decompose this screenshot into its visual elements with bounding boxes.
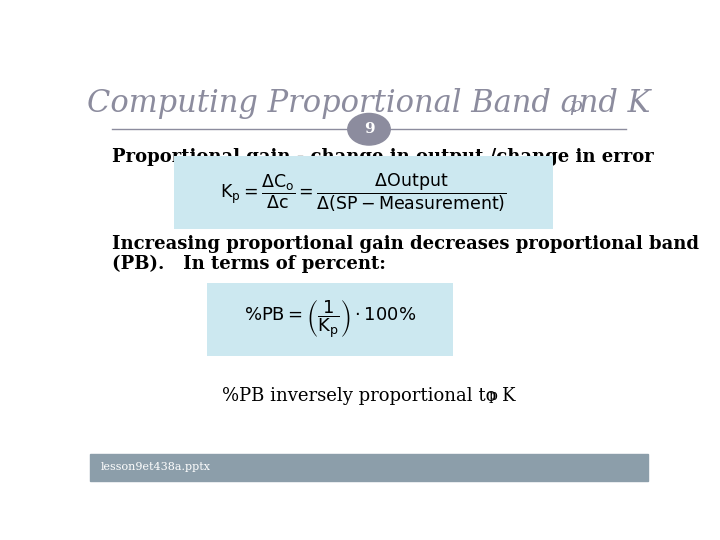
FancyBboxPatch shape <box>174 156 553 229</box>
Text: $\mathrm{K_p = \dfrac{\Delta C_o}{\Delta c} = \dfrac{\Delta Output}{\Delta(SP - : $\mathrm{K_p = \dfrac{\Delta C_o}{\Delta… <box>220 171 507 214</box>
Circle shape <box>348 113 390 145</box>
Text: Increasing proportional gain decreases proportional band: Increasing proportional gain decreases p… <box>112 235 699 253</box>
Text: Proportional gain - change in output /change in error: Proportional gain - change in output /ch… <box>112 148 654 166</box>
Text: 9: 9 <box>364 122 374 136</box>
Text: p: p <box>569 97 581 115</box>
Text: %PB inversely proportional to K: %PB inversely proportional to K <box>222 387 516 405</box>
Text: (PB).   In terms of percent:: (PB). In terms of percent: <box>112 255 386 273</box>
Bar <box>90 454 648 481</box>
Text: lesson9et438a.pptx: lesson9et438a.pptx <box>101 462 211 472</box>
Text: Computing Proportional Band and K: Computing Proportional Band and K <box>87 87 651 119</box>
FancyBboxPatch shape <box>207 283 453 356</box>
Text: $\mathrm{\%PB = \left(\dfrac{1}{K_p}\right) \cdot 100\%}$: $\mathrm{\%PB = \left(\dfrac{1}{K_p}\rig… <box>243 299 416 340</box>
Text: p: p <box>488 389 498 403</box>
